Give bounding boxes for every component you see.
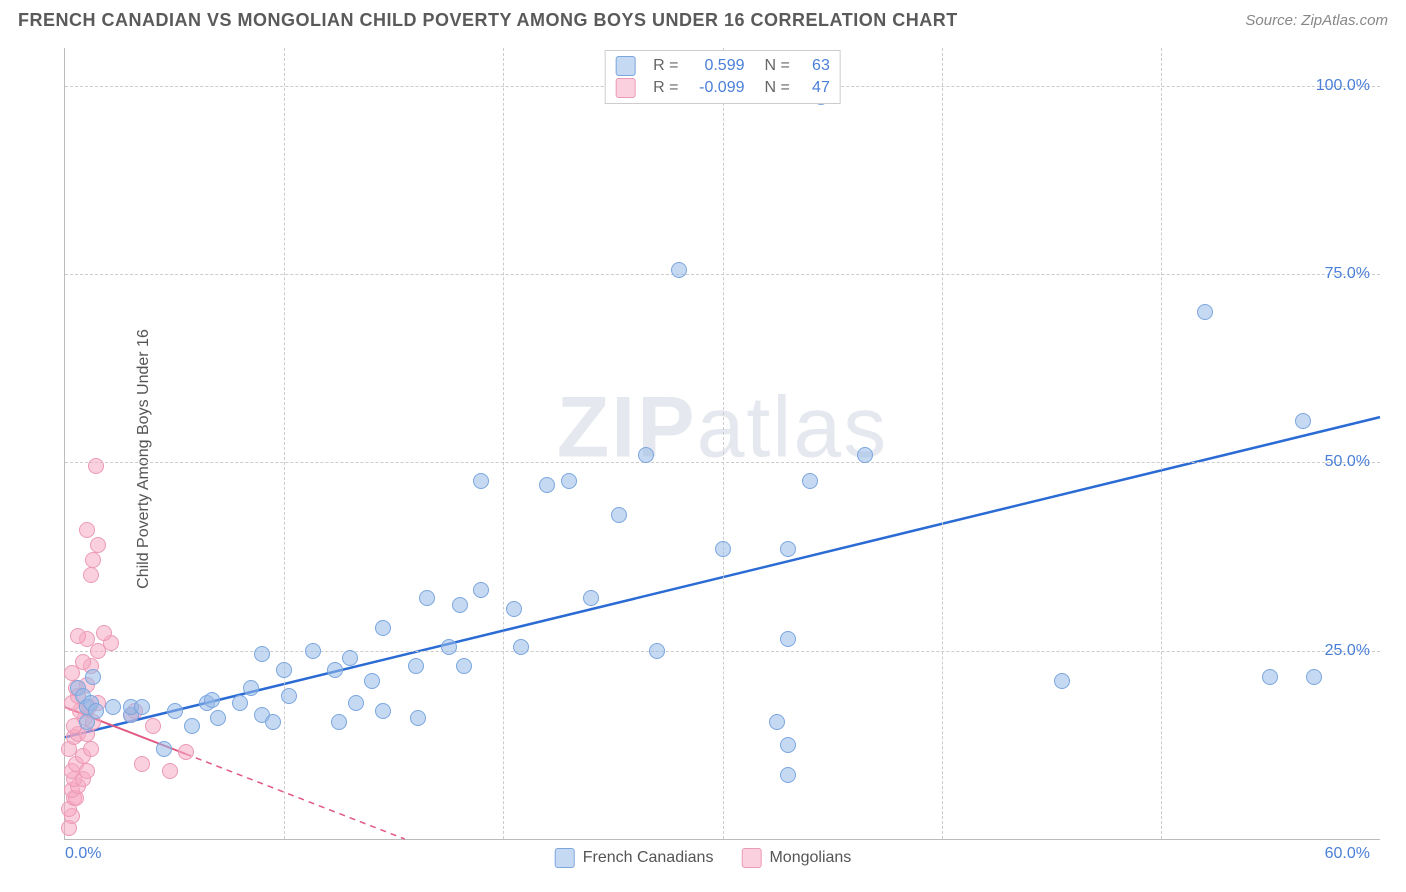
- data-point: [857, 447, 873, 463]
- data-point: [506, 601, 522, 617]
- data-point: [83, 741, 99, 757]
- data-point: [88, 458, 104, 474]
- data-point: [90, 537, 106, 553]
- data-point: [105, 699, 121, 715]
- data-point: [75, 654, 91, 670]
- correlation-legend: R =0.599N =63R =-0.099N =47: [604, 50, 841, 104]
- data-point: [83, 567, 99, 583]
- data-point: [375, 620, 391, 636]
- data-point: [780, 767, 796, 783]
- data-point: [649, 643, 665, 659]
- series-legend: French Canadians Mongolians: [555, 848, 852, 868]
- legend-item-french-canadians: French Canadians: [555, 848, 714, 868]
- data-point: [473, 473, 489, 489]
- plot-area: ZIPatlas R =0.599N =63R =-0.099N =47 25.…: [64, 48, 1380, 840]
- data-point: [254, 646, 270, 662]
- data-point: [1262, 669, 1278, 685]
- data-point: [162, 763, 178, 779]
- data-point: [85, 669, 101, 685]
- data-point: [327, 662, 343, 678]
- data-point: [611, 507, 627, 523]
- data-point: [780, 737, 796, 753]
- data-point: [276, 662, 292, 678]
- data-point: [769, 714, 785, 730]
- y-tick-label: 25.0%: [1325, 642, 1370, 660]
- data-point: [243, 680, 259, 696]
- data-point: [1054, 673, 1070, 689]
- data-point: [79, 522, 95, 538]
- data-point: [1295, 413, 1311, 429]
- data-point: [1197, 304, 1213, 320]
- data-point: [375, 703, 391, 719]
- data-point: [281, 688, 297, 704]
- data-point: [167, 703, 183, 719]
- swatch-icon: [555, 848, 575, 868]
- data-point: [178, 744, 194, 760]
- data-point: [134, 756, 150, 772]
- y-tick-label: 100.0%: [1316, 77, 1370, 95]
- chart-container: Child Poverty Among Boys Under 16 ZIPatl…: [18, 44, 1388, 874]
- chart-title: FRENCH CANADIAN VS MONGOLIAN CHILD POVER…: [18, 10, 958, 31]
- legend-item-mongolians: Mongolians: [741, 848, 851, 868]
- data-point: [561, 473, 577, 489]
- data-point: [780, 541, 796, 557]
- x-tick-label: 0.0%: [65, 845, 101, 863]
- data-point: [79, 763, 95, 779]
- data-point: [96, 625, 112, 641]
- data-point: [331, 714, 347, 730]
- data-point: [88, 703, 104, 719]
- data-point: [348, 695, 364, 711]
- y-tick-label: 50.0%: [1325, 453, 1370, 471]
- gridline: [1161, 48, 1162, 839]
- swatch-icon: [615, 56, 635, 76]
- data-point: [715, 541, 731, 557]
- gridline: [942, 48, 943, 839]
- data-point: [441, 639, 457, 655]
- data-point: [408, 658, 424, 674]
- data-point: [456, 658, 472, 674]
- data-point: [265, 714, 281, 730]
- x-tick-label: 60.0%: [1325, 845, 1370, 863]
- data-point: [305, 643, 321, 659]
- swatch-icon: [741, 848, 761, 868]
- data-point: [539, 477, 555, 493]
- data-point: [473, 582, 489, 598]
- data-point: [419, 590, 435, 606]
- gridline: [723, 48, 724, 839]
- data-point: [134, 699, 150, 715]
- swatch-icon: [615, 78, 635, 98]
- data-point: [1306, 669, 1322, 685]
- data-point: [513, 639, 529, 655]
- data-point: [342, 650, 358, 666]
- data-point: [410, 710, 426, 726]
- data-point: [70, 628, 86, 644]
- data-point: [638, 447, 654, 463]
- data-point: [364, 673, 380, 689]
- data-point: [583, 590, 599, 606]
- source-attribution: Source: ZipAtlas.com: [1245, 12, 1388, 29]
- data-point: [780, 631, 796, 647]
- gridline: [503, 48, 504, 839]
- data-point: [156, 741, 172, 757]
- data-point: [232, 695, 248, 711]
- gridline: [284, 48, 285, 839]
- data-point: [145, 718, 161, 734]
- data-point: [802, 473, 818, 489]
- y-tick-label: 75.0%: [1325, 265, 1370, 283]
- data-point: [204, 692, 220, 708]
- data-point: [85, 552, 101, 568]
- data-point: [452, 597, 468, 613]
- data-point: [210, 710, 226, 726]
- data-point: [671, 262, 687, 278]
- data-point: [184, 718, 200, 734]
